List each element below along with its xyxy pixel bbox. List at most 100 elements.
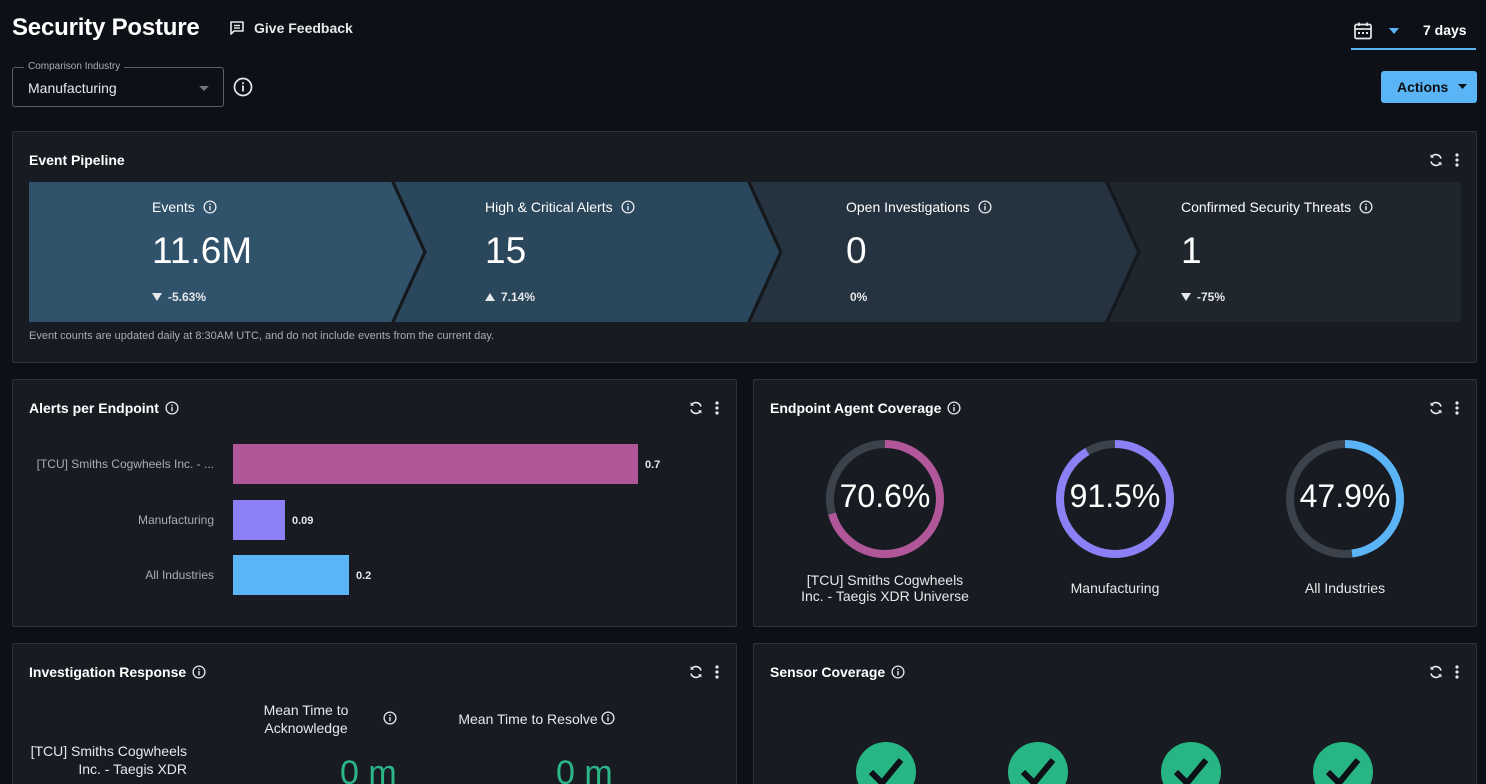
bar[interactable] — [233, 555, 349, 595]
donut-label: [TCU] Smiths Cogwheels Inc. - Taegis XDR… — [801, 572, 969, 604]
check-circle-icon — [1161, 742, 1221, 784]
refresh-icon[interactable] — [1428, 152, 1444, 168]
coverage-donut[interactable]: 70.6% [TCU] Smiths Cogwheels Inc. - Taegi… — [795, 438, 975, 604]
more-vert-icon[interactable] — [1454, 664, 1460, 680]
comparison-industry-select[interactable]: Comparison Industry Manufacturing — [12, 61, 224, 107]
actions-label: Actions — [1397, 79, 1449, 95]
stage-value: 0 — [846, 230, 867, 271]
arrow-down-icon — [152, 293, 162, 301]
stage-label-text: Confirmed Security Threats — [1181, 199, 1352, 215]
column-header-mtta: Mean Time to Acknowledge — [263, 702, 349, 736]
date-range-value: 7 days — [1423, 22, 1467, 38]
info-icon[interactable] — [233, 77, 253, 97]
investigation-response-card: Investigation Response Mean Time to Ackn… — [12, 643, 737, 784]
card-title-label: Event Pipeline — [29, 152, 125, 168]
info-icon[interactable] — [947, 401, 961, 415]
refresh-icon[interactable] — [1428, 664, 1444, 680]
card-toolbar — [688, 400, 720, 416]
investigation-response-title: Investigation Response — [29, 664, 206, 680]
check-circle-icon — [1008, 742, 1068, 784]
arrow-up-icon — [485, 293, 495, 301]
card-title-label: Investigation Response — [29, 664, 187, 680]
stage-label: Events — [152, 199, 217, 215]
arrow-down-icon — [1181, 293, 1191, 301]
chevron-down-icon[interactable] — [1389, 28, 1399, 34]
card-title-label: Sensor Coverage — [770, 664, 886, 680]
stage-change: 7.14% — [485, 290, 535, 304]
sensor-coverage-card: Sensor Coverage — [753, 643, 1477, 784]
bar-category-label: [TCU] Smiths Cogwheels Inc. - ... — [36, 457, 214, 471]
info-icon[interactable] — [383, 711, 397, 725]
donut-label: All Industries — [1304, 580, 1386, 596]
stage-change-text: -5.63% — [168, 290, 207, 304]
donut-label: Manufacturing — [1070, 580, 1160, 596]
info-icon[interactable] — [192, 665, 206, 679]
calendar-icon[interactable] — [1353, 21, 1373, 41]
bar-value-label: 0.09 — [292, 515, 314, 527]
donut-percentage: 70.6% — [839, 478, 931, 514]
more-vert-icon[interactable] — [714, 400, 720, 416]
coverage-donut[interactable]: 47.9% All Industries — [1255, 438, 1435, 596]
alerts-per-endpoint-card: Alerts per Endpoint [TCU] Smiths Cogwhee… — [12, 379, 737, 627]
info-icon[interactable] — [1359, 200, 1373, 214]
actions-button[interactable]: Actions — [1381, 71, 1477, 103]
chevron-down-icon — [1458, 84, 1467, 89]
comparison-industry-legend: Comparison Industry — [24, 61, 125, 72]
pipeline-stage-bg-alerts — [391, 182, 779, 322]
page-title: Security Posture — [12, 14, 200, 41]
stage-change: -75% — [1181, 290, 1225, 304]
info-icon[interactable] — [203, 200, 217, 214]
stage-value: 15 — [485, 230, 527, 271]
card-toolbar — [688, 664, 720, 680]
refresh-icon[interactable] — [688, 400, 704, 416]
bar-category-label: Manufacturing — [137, 513, 214, 527]
alerts-per-endpoint-title: Alerts per Endpoint — [29, 400, 179, 416]
chevron-down-icon — [199, 86, 209, 91]
donut-ring — [1286, 440, 1404, 558]
info-icon[interactable] — [621, 200, 635, 214]
stage-change-text: 0% — [850, 290, 868, 304]
info-icon[interactable] — [891, 665, 905, 679]
refresh-icon[interactable] — [1428, 400, 1444, 416]
stage-label-text: Open Investigations — [846, 199, 970, 215]
pipeline-footnote: Event counts are updated daily at 8:30AM… — [29, 330, 495, 342]
check-circle-icon — [856, 742, 916, 784]
info-icon[interactable] — [601, 711, 615, 725]
stage-label: Confirmed Security Threats — [1181, 199, 1373, 215]
info-icon[interactable] — [165, 401, 179, 415]
bar[interactable] — [233, 500, 285, 540]
bar-value-label: 0.2 — [356, 570, 372, 582]
card-toolbar — [1428, 664, 1460, 680]
coverage-donut[interactable]: 91.5% Manufacturing — [1025, 438, 1205, 596]
card-toolbar — [1428, 152, 1460, 168]
card-title-label: Endpoint Agent Coverage — [770, 400, 942, 416]
bar-value-label: 0.7 — [645, 459, 661, 471]
pipeline-stage-bg-events — [29, 182, 423, 322]
refresh-icon[interactable] — [688, 664, 704, 680]
stage-label: Open Investigations — [846, 199, 992, 215]
stage-label-text: Events — [152, 199, 195, 215]
endpoint-agent-coverage-title: Endpoint Agent Coverage — [770, 400, 961, 416]
endpoint-agent-coverage-card: Endpoint Agent Coverage 70.6% [TCU] Smith… — [753, 379, 1477, 627]
donut-percentage: 47.9% — [1299, 478, 1391, 514]
investigation-row-label: [TCU] Smiths Cogwheels Inc. - Taegis XDR — [30, 743, 187, 777]
info-icon[interactable] — [978, 200, 992, 214]
more-vert-icon[interactable] — [1454, 152, 1460, 168]
date-range-picker[interactable]: 7 days — [1351, 14, 1476, 50]
donut-ring — [826, 440, 944, 558]
event-pipeline-card: Event Pipeline Events 11.6M -5.63% High … — [12, 131, 1477, 363]
check-circle-icon — [1313, 742, 1373, 784]
stage-change-text: -75% — [1197, 290, 1226, 304]
donut-ring — [1056, 440, 1174, 558]
more-vert-icon[interactable] — [714, 664, 720, 680]
more-vert-icon[interactable] — [1454, 400, 1460, 416]
pipeline-stage-bg-threats — [1105, 182, 1461, 322]
column-header-mttr: Mean Time to Resolve — [458, 711, 598, 727]
give-feedback-button[interactable]: Give Feedback — [229, 20, 353, 36]
mtta-value: 0 m — [340, 754, 397, 784]
event-pipeline-title: Event Pipeline — [29, 152, 125, 168]
bar[interactable] — [233, 444, 638, 484]
pipeline-chevrons — [29, 182, 1461, 322]
stage-label: High & Critical Alerts — [485, 199, 635, 215]
comparison-industry-value: Manufacturing — [28, 80, 117, 96]
